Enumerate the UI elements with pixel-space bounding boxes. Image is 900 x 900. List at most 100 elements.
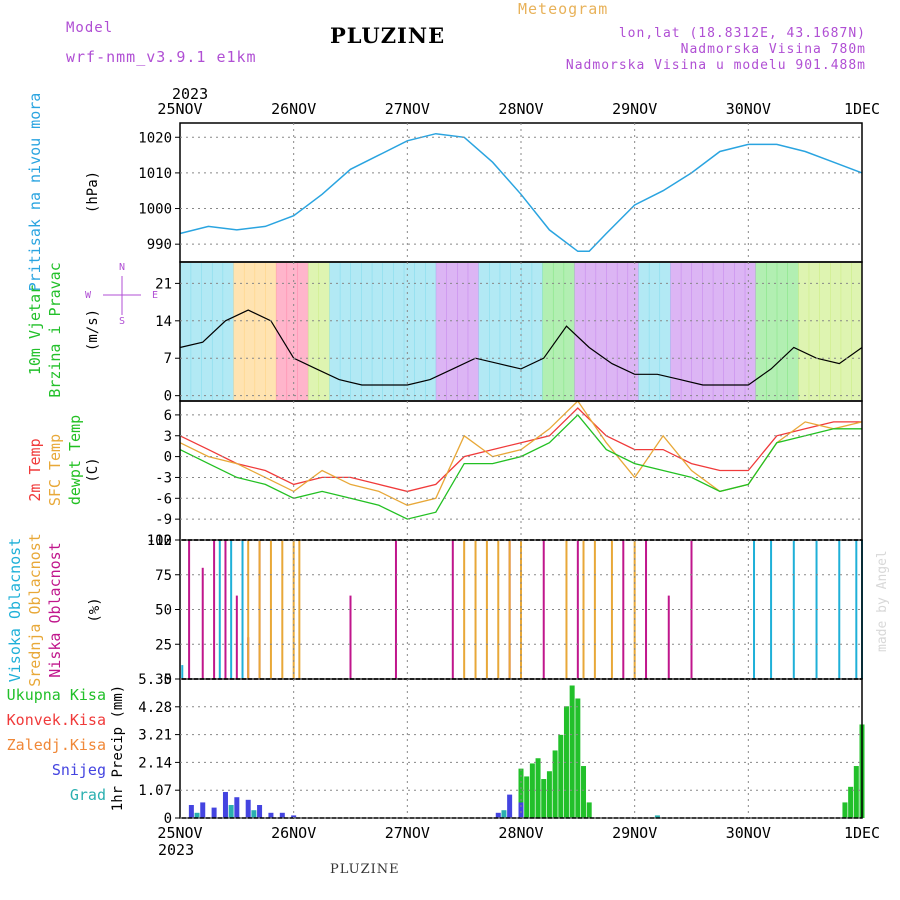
- precip-bar: [581, 766, 587, 818]
- precip-bar: [211, 807, 217, 818]
- precip-bar: [535, 758, 541, 818]
- precip-bar: [853, 766, 859, 818]
- wind-barb-band: [339, 263, 351, 400]
- footer-title: PLUZINE: [330, 862, 400, 877]
- cloud-bar: [230, 540, 233, 679]
- precip-bar: [234, 797, 240, 818]
- wind-barb-band: [489, 263, 501, 400]
- cloud-bar: [645, 540, 648, 679]
- precip-legend-item: Grad: [70, 786, 106, 804]
- wind-axis-label-1: 10m Vjetar: [26, 285, 44, 375]
- cloud-axis-label: Srednja Oblacnost: [26, 533, 44, 687]
- temp-axis-label: SFC Temp: [46, 434, 64, 506]
- cloud-bar: [542, 540, 545, 679]
- x-tick-label-bottom: 30NOV: [726, 824, 771, 842]
- cloud-bar: [633, 540, 636, 679]
- wind-barb-band: [691, 263, 703, 400]
- wind-barb-band: [467, 263, 479, 400]
- precip-bar: [268, 812, 274, 818]
- wind-barb-band: [243, 263, 256, 400]
- y-tick-label: -3: [155, 470, 172, 486]
- model-elevation-text: Nadmorska Visina u modelu 901.488m: [565, 58, 866, 73]
- cloud-bar: [201, 567, 204, 679]
- wind-barb-band: [552, 263, 565, 400]
- precip-bar: [524, 776, 530, 818]
- wind-barb-band: [350, 263, 362, 400]
- precip-bar: [586, 802, 592, 818]
- cloud-bar: [451, 540, 454, 679]
- temp-unit: (C): [85, 457, 101, 482]
- y-tick-label: 1000: [138, 202, 172, 218]
- wind-barb-band: [712, 263, 724, 400]
- cloud-bar: [770, 540, 773, 679]
- wind-barb-band: [819, 263, 831, 400]
- temp-axis-label: 2m Temp: [26, 438, 44, 501]
- cloud-bar: [667, 595, 670, 679]
- y-tick-label: 5.35: [138, 672, 172, 688]
- wind-barb-band: [531, 263, 543, 400]
- wind-barb-band: [275, 263, 288, 400]
- wind-barb-band: [286, 263, 298, 400]
- wind-barb-band: [190, 263, 202, 400]
- y-tick-label: 4.28: [138, 700, 172, 716]
- wind-barb-band: [563, 263, 575, 400]
- precip-bar: [558, 734, 564, 818]
- cloud-bar: [241, 540, 244, 679]
- x-tick-label-top: 27NOV: [385, 100, 430, 118]
- cloud-bar: [292, 540, 295, 679]
- cloud-bar: [610, 540, 613, 679]
- wind-barb-band: [723, 263, 735, 400]
- wind-barb-band: [616, 263, 629, 400]
- precip-legend-item: Zaledj.Kisa: [7, 736, 106, 754]
- precip-bar: [842, 802, 848, 818]
- wind-barb-band: [180, 263, 192, 400]
- y-tick-label: 7: [164, 351, 172, 367]
- y-tick-label: 0: [164, 811, 172, 827]
- wind-barb-band: [393, 263, 405, 400]
- cloud-bar: [520, 540, 522, 679]
- x-tick-label-bottom: 26NOV: [271, 824, 316, 842]
- x-tick-label-bottom: 28NOV: [498, 824, 543, 842]
- precip-bar: [552, 750, 558, 818]
- wind-barb-band: [627, 263, 639, 400]
- page-title: PLUZINE: [330, 23, 446, 48]
- wind-barb-band: [307, 263, 320, 400]
- y-tick-label: 100: [147, 533, 172, 549]
- wind-barb-band: [371, 263, 383, 400]
- wind-barb-band: [254, 263, 266, 400]
- wind-barb-band: [329, 263, 341, 400]
- cloud-axis-label: Niska Oblacnost: [46, 542, 64, 677]
- precip-bar: [563, 706, 569, 818]
- x-tick-label-top: 29NOV: [612, 100, 657, 118]
- temp-line-0: [179, 407, 862, 493]
- wind-unit: (m/s): [85, 309, 101, 351]
- pressure-axis-label: Pritisak na nivou mora: [26, 93, 44, 292]
- precip-bar: [541, 779, 547, 818]
- year-bottom: 2023: [158, 841, 194, 859]
- cloud-bar: [838, 540, 841, 679]
- cloud-bar: [565, 540, 568, 679]
- precip-bar: [279, 812, 285, 818]
- temp-axis-label: dewpt Temp: [66, 415, 84, 505]
- y-tick-label: 1.07: [138, 783, 172, 799]
- wind-barb-band: [702, 263, 714, 400]
- wind-barb-band: [766, 263, 778, 400]
- wind-barb-band: [478, 263, 490, 400]
- cloud-bar: [394, 540, 397, 679]
- wind-barb-band: [435, 263, 447, 400]
- lonlat-text: lon,lat (18.8312E, 43.1687N): [618, 26, 866, 41]
- pressure-unit: (hPa): [85, 171, 101, 213]
- wind-barb-band: [403, 263, 415, 400]
- x-tick-label-top: 28NOV: [498, 100, 543, 118]
- y-tick-label: 0: [164, 672, 172, 688]
- y-tick-label: 50: [155, 603, 172, 619]
- y-tick-label: 990: [147, 237, 172, 253]
- cloud-bar: [181, 665, 184, 679]
- wind-barb-band: [638, 263, 650, 400]
- wind-barb-band: [211, 263, 224, 400]
- y-tick-label: 14: [155, 314, 172, 330]
- credit-text: made by Angel: [875, 550, 890, 652]
- wind-barb-band: [265, 263, 277, 400]
- wind-barb-band: [361, 263, 373, 400]
- precip-legend-item: Snijeg: [52, 761, 106, 779]
